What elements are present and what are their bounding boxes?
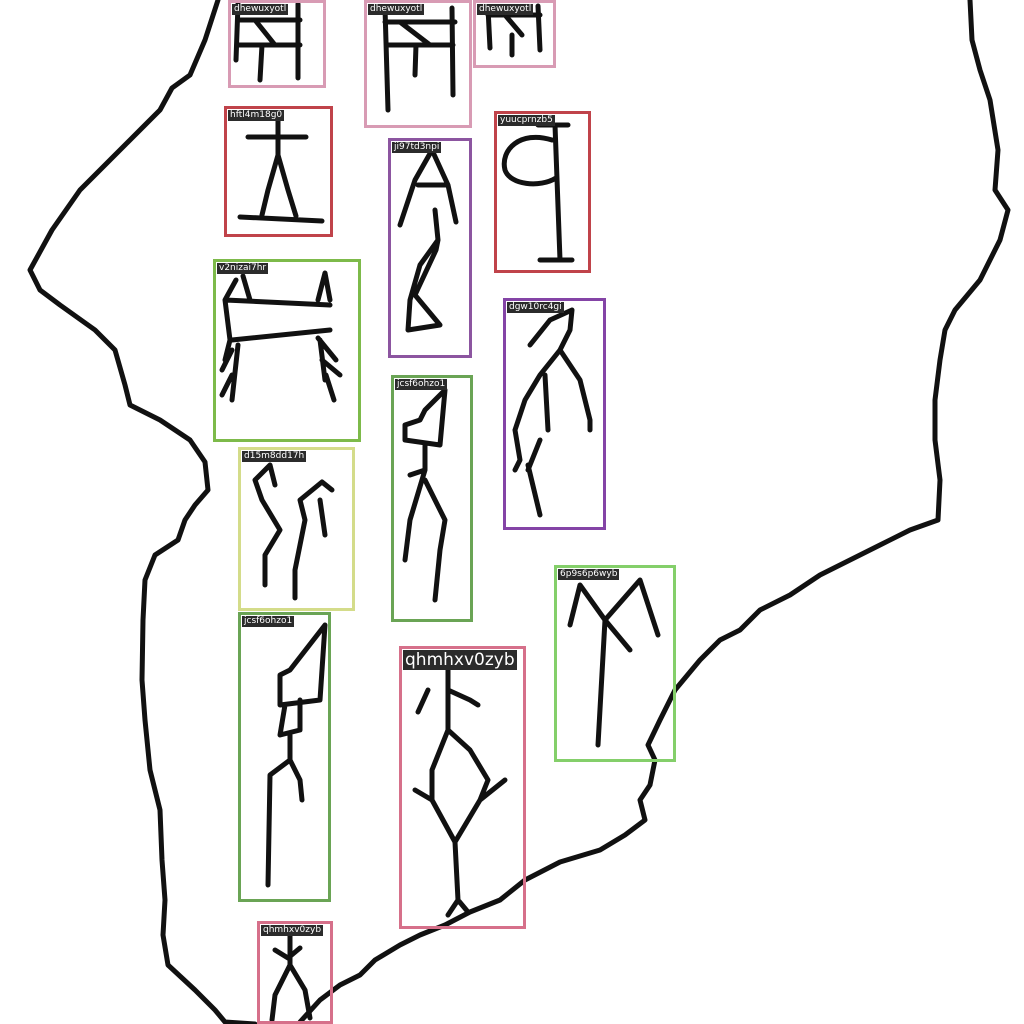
annotation-box[interactable]: jcsf6ohzo1 (391, 375, 473, 622)
annotation-label: v2nizai7hr (217, 263, 269, 274)
annotation-box[interactable]: dhewuxyotl (228, 0, 326, 88)
annotation-label: 6p9s6p6wyb (558, 569, 620, 580)
annotation-box[interactable]: v2nizai7hr (213, 259, 361, 442)
annotation-label: d15m8dd17h (242, 451, 307, 462)
annotation-box[interactable]: hftl4m18g0 (224, 106, 333, 237)
annotation-label: qhmhxv0zyb (261, 925, 324, 936)
annotation-box[interactable]: 6p9s6p6wyb (554, 565, 676, 762)
annotation-label: yuucprnzb5 (498, 115, 555, 126)
annotation-box[interactable]: ji97td3npi (388, 138, 472, 358)
annotation-label: qhmhxv0zyb (403, 650, 517, 670)
fragment-outline-bottom (297, 0, 1011, 1024)
annotation-label: dhewuxyotl (477, 4, 534, 15)
annotation-box[interactable]: qhmhxv0zyb (257, 921, 333, 1024)
annotation-box[interactable]: dhewuxyotl (473, 0, 556, 68)
annotation-label: dgw10rc4gi (507, 302, 564, 313)
annotation-box[interactable]: jcsf6ohzo1 (238, 612, 331, 902)
annotation-box[interactable]: dhewuxyotl (364, 0, 472, 128)
annotation-box[interactable]: yuucprnzb5 (494, 111, 591, 273)
annotation-box[interactable]: dgw10rc4gi (503, 298, 606, 530)
annotation-label: ji97td3npi (392, 142, 442, 153)
annotation-label: hftl4m18g0 (228, 110, 285, 121)
annotation-label: jcsf6ohzo1 (395, 379, 448, 390)
annotation-label: dhewuxyotl (368, 4, 425, 15)
annotation-box[interactable]: d15m8dd17h (238, 447, 355, 611)
annotation-label: dhewuxyotl (232, 4, 289, 15)
annotation-box[interactable]: qhmhxv0zyb (399, 646, 526, 929)
fragment-outline (27, 0, 258, 1024)
annotation-label: jcsf6ohzo1 (242, 616, 295, 627)
